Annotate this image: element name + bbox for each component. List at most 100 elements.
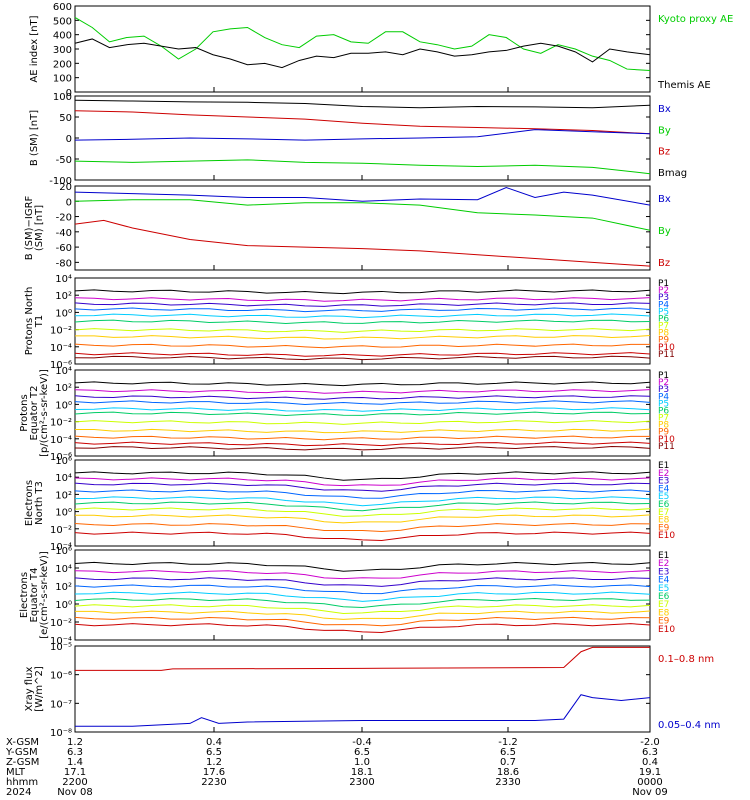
series-line [74,159,651,175]
footer-value: 6.5 [206,747,222,758]
y-axis-label: B (SM)−IGRF [24,195,35,260]
legend-entry: E1 [658,551,669,561]
footer-value: 19.1 [638,767,662,778]
footer-value: 2200 [62,777,88,788]
series-line [74,496,651,507]
y-tick-label: -50 [56,155,72,166]
series-line [74,591,651,602]
y-tick-label: 10⁻⁶ [50,452,72,463]
legend-entry: P6 [658,406,669,416]
legend-entry: P3 [658,385,669,395]
series-line [74,129,651,141]
legend-entry: Bx [658,194,671,205]
series-line [74,395,651,400]
y-axis-label: B (SM) [nT] [29,110,40,166]
panel-frame [74,95,651,181]
series-line [74,343,651,349]
series-line [74,561,651,572]
y-tick-label: 10⁻² [50,418,72,429]
series-line [74,411,651,416]
y-tick-label: 10⁴ [55,473,72,484]
y-axis-label: Electrons [19,572,30,618]
footer-row-label: hhmm [6,777,39,788]
legend-entry: E10 [658,625,675,635]
y-tick-label: -100 [49,176,72,187]
y-tick-label: 10² [55,582,72,593]
footer-value: 1.2 [67,737,83,748]
legend-entry: P9 [658,336,669,346]
series-line [74,297,651,302]
legend-entry: E10 [658,531,675,541]
y-tick-label: 10² [55,490,72,501]
series-line [74,99,651,109]
legend-entry: P11 [658,350,675,360]
legend-entry: Bz [658,147,670,158]
y-axis-label: [p/(cm²-s-sr-keV)] [39,369,50,457]
footer-row-xgsm: X-GSM 1.2 0.4 -0.4 -1.2 -2.0 [0,738,750,748]
series-line [74,435,651,441]
y-tick-label: 0 [66,134,72,145]
y-tick-label: 10⁰ [55,600,72,611]
legend-entry: E5 [658,492,669,502]
y-tick-label: 10² [55,291,72,302]
legend-entry: P2 [658,378,669,388]
series-line [74,389,651,394]
series-line [74,302,651,307]
series-line [74,489,651,499]
y-tick-label: -60 [56,243,72,254]
y-tick-label: 10⁻⁴ [50,435,72,446]
footer-row-label: MLT [6,767,25,778]
legend-entry: E6 [658,592,670,602]
footer-row-hhmm: hhmm 2200 2230 2300 2330 0000 [0,778,750,788]
series-line [74,289,651,295]
footer-row-zgsm: Z-GSM 1.4 1.2 1.0 0.7 0.4 [0,758,750,768]
legend-entry: E7 [658,600,669,610]
legend-entry: P4 [658,392,669,402]
legend-entry: E8 [658,516,670,526]
y-tick-label: 10⁻⁶ [50,360,72,371]
legend-entry: Bx [658,104,671,115]
chart-panel-5: Protons Equator T2 [p/(cm²-s-sr-keV)] 10⁴ 10… [19,366,675,463]
legend-entry: By [658,226,671,237]
footer-value: 1.2 [206,757,222,768]
footer-value: 6.3 [642,747,658,758]
y-axis-label: Electrons [24,480,35,526]
legend-entry: P9 [658,428,669,438]
footer-value: 2230 [201,777,227,788]
legend-entry: P3 [658,293,669,303]
y-tick-label: 10⁰ [55,508,72,519]
legend-entry: P5 [658,399,669,409]
y-tick-label: 10⁶ [55,546,72,557]
y-tick-label: 10⁻⁶ [50,671,72,682]
y-tick-label: 10⁴ [55,366,72,377]
series-line [74,577,651,587]
series-line [74,570,651,580]
series-line [75,646,650,671]
series-line [74,522,651,532]
footer-value: 17.1 [63,767,87,778]
y-tick-label: 100 [53,74,72,85]
chart-panel-6: Electrons North T310⁶10⁴10²10⁰10⁻²10⁻⁴E1E… [24,456,675,553]
series-line [74,199,651,231]
series-line [74,501,651,512]
series-line [74,38,651,69]
footer-value: 0000 [637,777,663,788]
legend-entry: E9 [658,617,670,627]
legend-entry: E5 [658,584,669,594]
legend-entry: 0.1–0.8 nm [658,654,714,665]
footer-value: 6.3 [67,747,83,758]
legend-entry: Bz [658,258,670,269]
legend-entry: E2 [658,469,669,479]
orbit-time-footer: X-GSM 1.2 0.4 -0.4 -1.2 -2.0 Y-GSM 6.3 6… [0,738,750,800]
y-tick-label: 10⁻⁴ [50,542,72,553]
y-tick-label: 10⁻⁷ [50,699,72,710]
series-line [74,110,651,135]
series-line [74,307,651,313]
series-line [74,610,651,620]
footer-row-label: Z-GSM [6,757,40,768]
footer-row-ygsm: Y-GSM 6.3 6.5 6.5 6.5 6.3 [0,748,750,758]
y-tick-label: 10² [55,383,72,394]
legend-entry: E3 [658,567,669,577]
y-tick-label: 600 [53,2,72,13]
y-tick-label: 10⁴ [55,564,72,575]
